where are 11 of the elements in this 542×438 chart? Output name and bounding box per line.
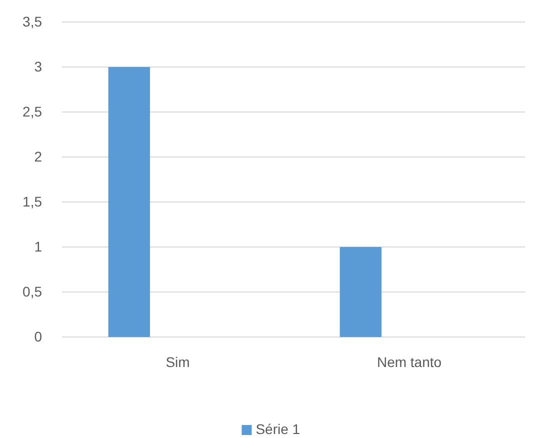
x-tick-label: Nem tanto — [376, 354, 442, 370]
x-tick-label: Sim — [166, 354, 190, 370]
y-tick-label: 3,5 — [22, 13, 42, 30]
y-tick-label: 0,5 — [22, 283, 42, 300]
y-tick-label: 1,5 — [22, 193, 42, 210]
y-tick-label: 2,5 — [22, 103, 42, 120]
y-tick-label: 3 — [34, 58, 42, 74]
y-tick-label: 0 — [34, 328, 42, 344]
y-tick-label: 1 — [34, 238, 42, 254]
legend-label: Série 1 — [256, 421, 300, 437]
y-tick-label: 2 — [34, 148, 42, 164]
